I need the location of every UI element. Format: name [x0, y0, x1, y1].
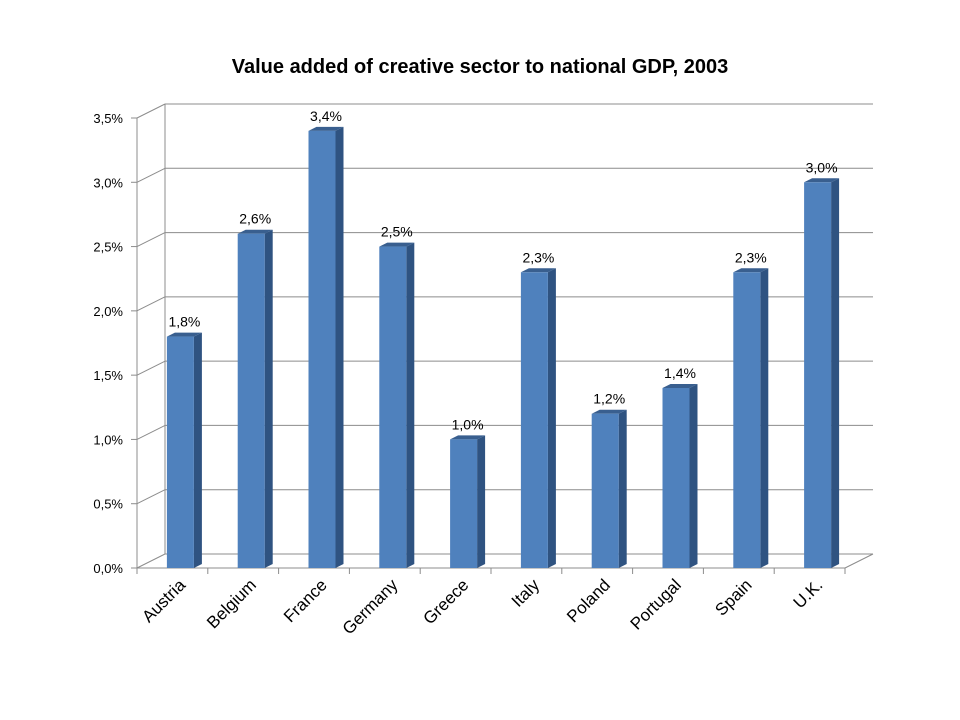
- floor-edge: [844, 553, 874, 569]
- bar: [662, 384, 698, 568]
- bar: [733, 268, 769, 568]
- bar-front: [237, 233, 265, 568]
- bar-top: [662, 384, 698, 388]
- bar: [308, 126, 344, 568]
- gridline-depth: [136, 167, 166, 183]
- y-tick-label: 2,5%: [93, 240, 123, 255]
- gridline-depth: [136, 489, 166, 505]
- bar-front: [379, 246, 407, 569]
- category-label: Greece: [420, 575, 473, 628]
- bar-side: [264, 229, 273, 568]
- bar-front: [450, 439, 478, 568]
- bar-front: [591, 413, 619, 568]
- gridline-depth: [136, 360, 166, 376]
- bar-front: [520, 272, 548, 568]
- category-label: Spain: [711, 575, 755, 619]
- y-tick-label: 2,0%: [93, 304, 123, 319]
- bar-side: [406, 242, 415, 569]
- bar: [237, 229, 273, 568]
- y-tick-label: 3,0%: [93, 175, 123, 190]
- category-label: Belgium: [203, 575, 260, 632]
- y-tick-label: 0,0%: [93, 561, 123, 576]
- bar-top: [237, 229, 273, 234]
- data-label: 2,6%: [239, 211, 271, 227]
- bars: [166, 126, 840, 569]
- data-labels: 1,8% 2,6% 3,4% 2,5% 1,0% 2,3% 1,2% 1,4% 2,3% 3,0%: [168, 108, 837, 433]
- gridline-depth: [136, 232, 166, 248]
- data-label: 2,3%: [735, 249, 767, 265]
- bar-front: [733, 272, 761, 568]
- bar-side: [193, 332, 202, 568]
- y-tick-label: 1,0%: [93, 432, 123, 447]
- bar-front: [308, 130, 336, 568]
- category-label: Poland: [563, 575, 614, 626]
- bar-top: [804, 178, 840, 183]
- bar-top: [591, 409, 627, 414]
- data-label: 3,0%: [806, 159, 838, 175]
- category-label: France: [280, 575, 331, 626]
- bar-side: [618, 409, 627, 568]
- bar-front: [804, 182, 832, 569]
- gridline-depth: [136, 553, 166, 569]
- bar-side: [335, 126, 344, 568]
- bar: [166, 332, 202, 568]
- bar-side: [547, 268, 556, 568]
- data-label: 2,3%: [522, 249, 554, 265]
- category-label: Germany: [339, 575, 402, 638]
- bar-front: [662, 388, 690, 568]
- bar-side: [689, 384, 698, 568]
- data-label: 1,8%: [168, 314, 200, 330]
- bar-top: [520, 268, 556, 273]
- bar-side: [477, 435, 486, 568]
- bar-top: [733, 268, 769, 273]
- bar: [379, 242, 415, 569]
- bar-top: [308, 126, 344, 131]
- bar-top: [379, 242, 415, 247]
- y-tick-label: 1,5%: [93, 368, 123, 383]
- y-tick-label: 0,5%: [93, 497, 123, 512]
- data-label: 1,4%: [664, 365, 696, 381]
- gridline-depth: [136, 296, 166, 312]
- data-label: 3,4%: [310, 108, 342, 124]
- x-axis-categories: Austria Belgium France Germany Greece Italy Po…: [138, 575, 826, 638]
- data-label: 1,2%: [593, 391, 625, 407]
- category-label: Austria: [138, 575, 189, 626]
- bar-top: [450, 435, 486, 440]
- gridline-depth: [136, 103, 166, 119]
- bar: [520, 268, 556, 568]
- bar-top: [166, 332, 202, 337]
- gridline-depth: [136, 424, 166, 440]
- data-label: 2,5%: [381, 224, 413, 240]
- chart-title: Value added of creative sector to nation…: [232, 56, 728, 78]
- bar-side: [760, 268, 769, 568]
- data-label: 1,0%: [452, 416, 484, 432]
- gridlines: [136, 103, 873, 569]
- bar: [591, 409, 627, 568]
- bar-front: [166, 336, 194, 568]
- y-tick-label: 3,5%: [93, 111, 123, 126]
- category-label: Portugal: [627, 575, 685, 633]
- bar: [804, 178, 840, 569]
- bar-side: [831, 178, 840, 569]
- y-axis-ticks: 0,0% 0,5% 1,0% 1,5% 2,0% 2,5% 3,0% 3,5%: [93, 111, 123, 576]
- category-label: Italy: [508, 575, 544, 611]
- category-label: U.K.: [790, 575, 827, 612]
- bar: [450, 435, 486, 568]
